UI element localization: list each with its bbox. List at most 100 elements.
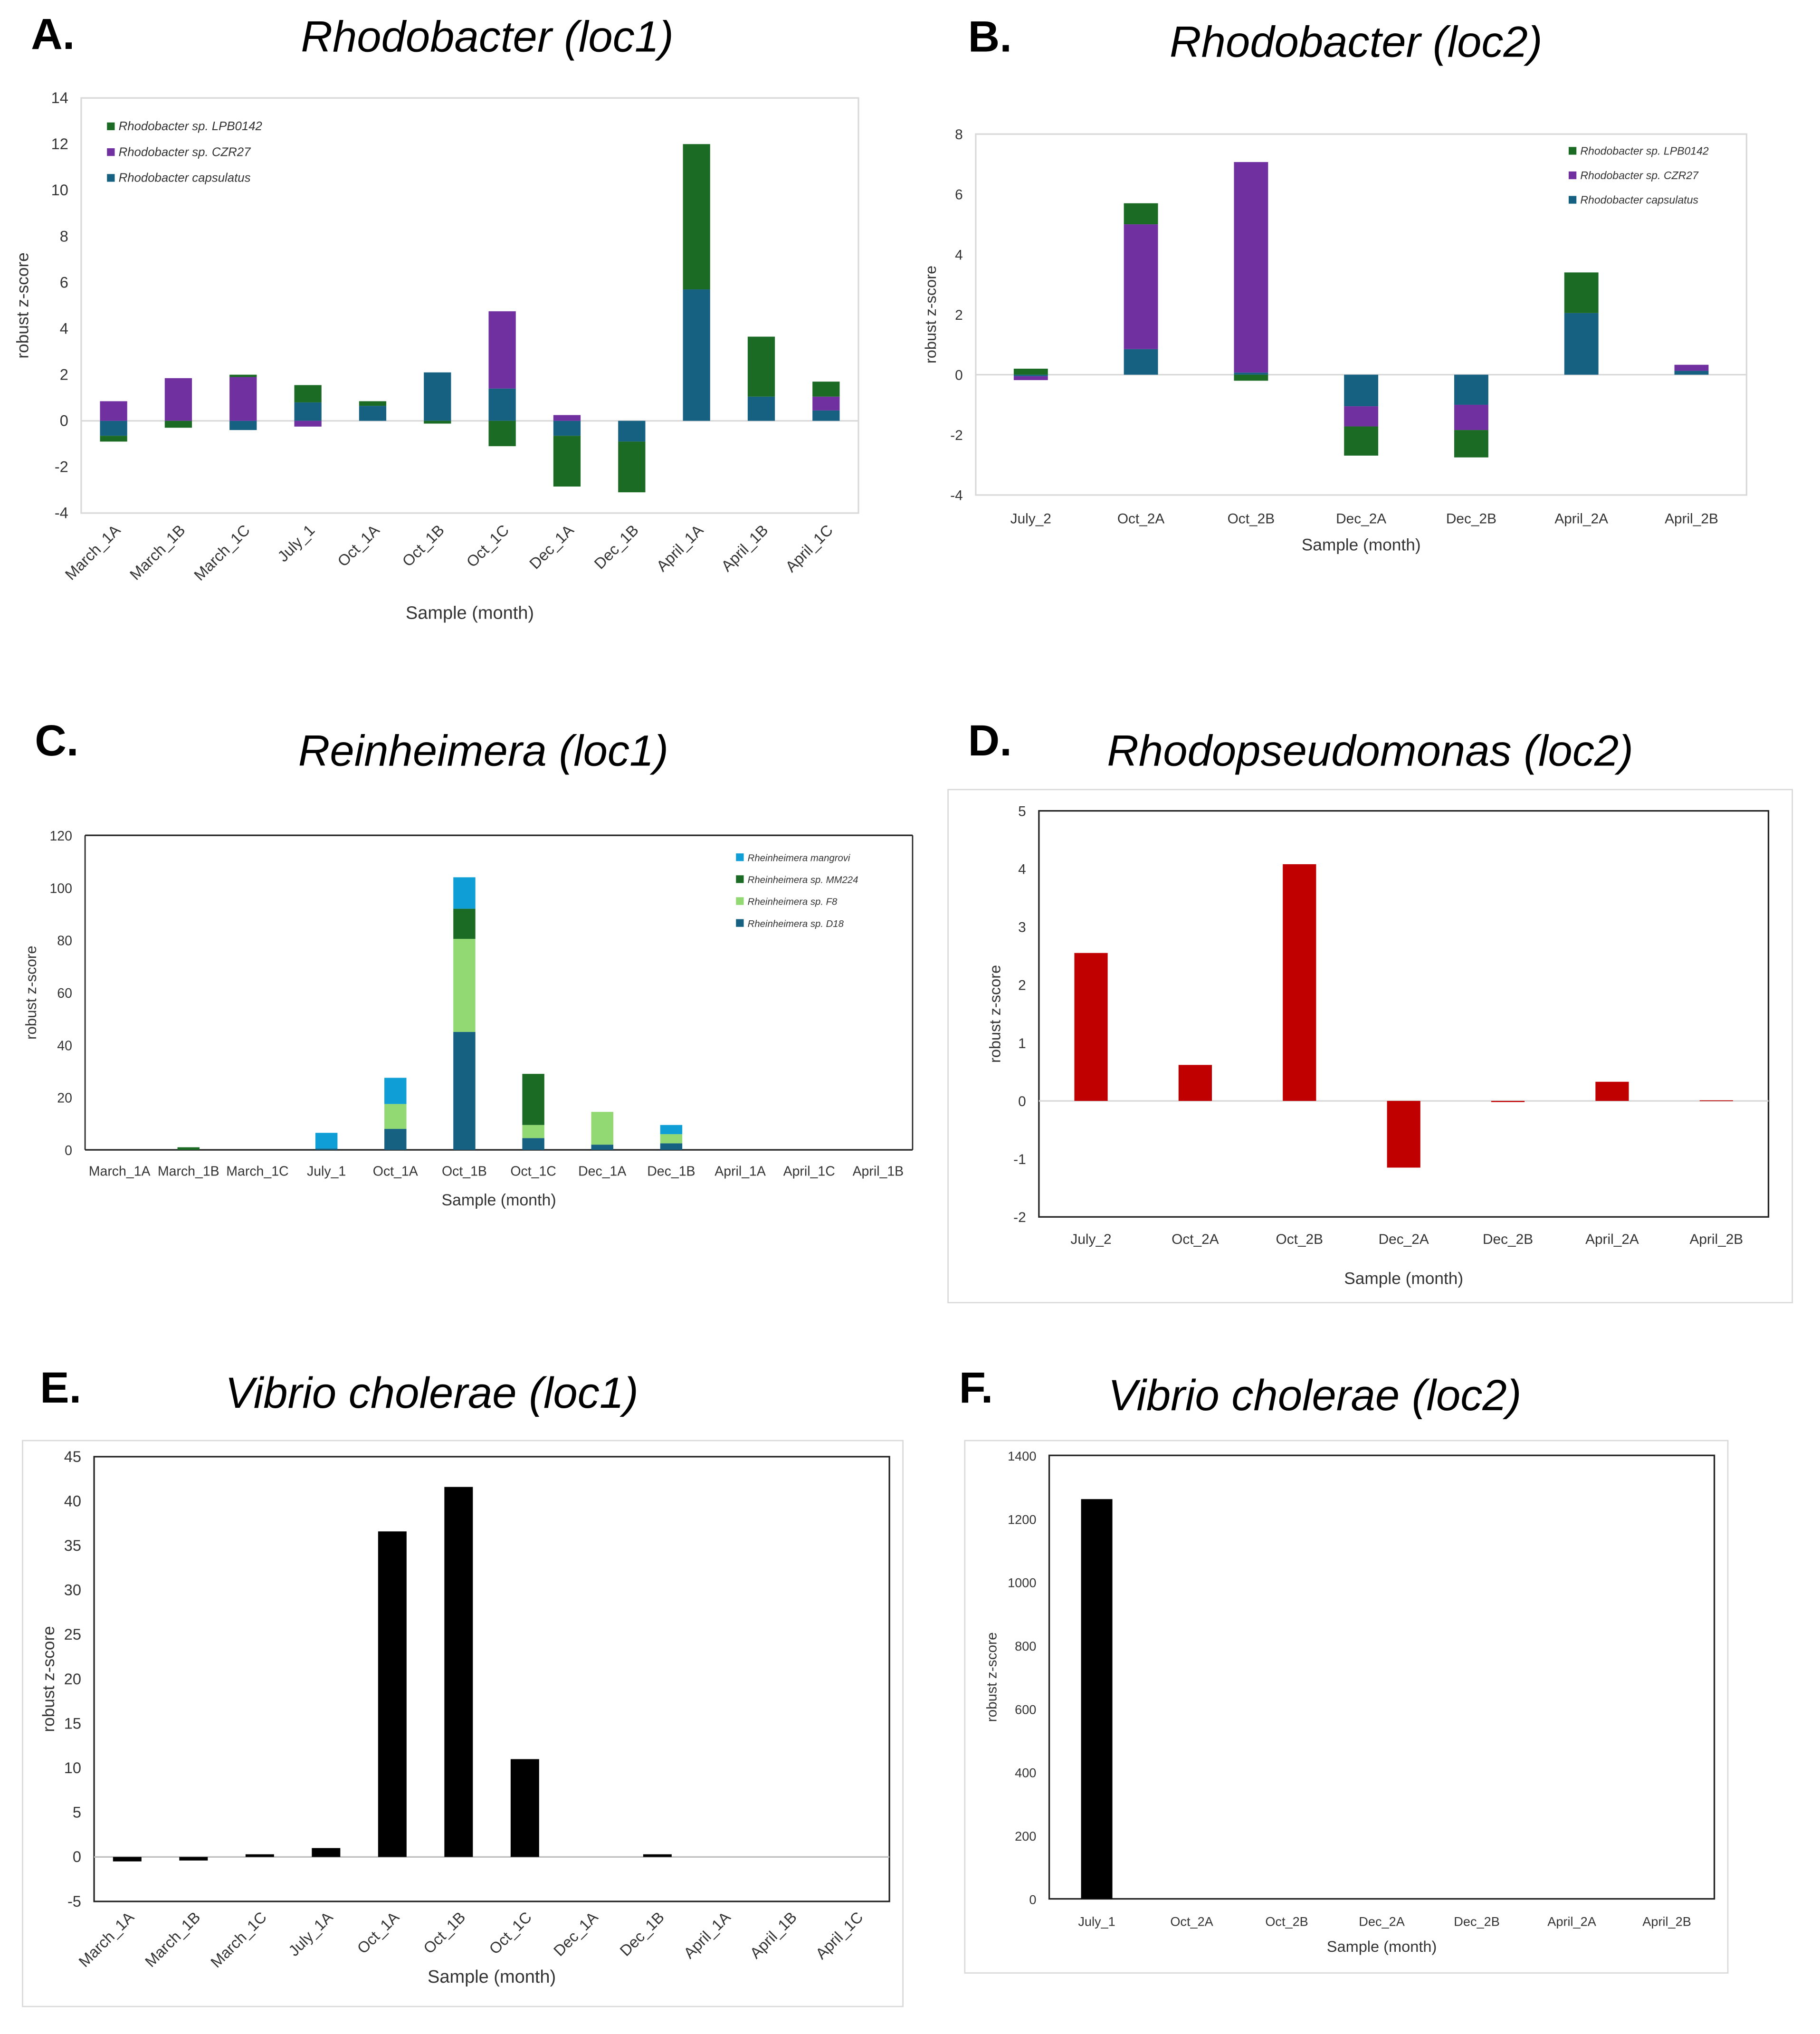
y-tick-label: 14 bbox=[51, 89, 68, 106]
y-axis-title: robust z-score bbox=[986, 965, 1003, 1063]
y-tick-label: 0 bbox=[65, 1143, 72, 1158]
bar-Dec_1A-series-0 bbox=[591, 1145, 613, 1150]
x-tick-label: April_1C bbox=[812, 1909, 867, 1963]
x-tick-label: July_1 bbox=[274, 521, 318, 565]
bar-Oct_1B-series-0 bbox=[453, 1031, 476, 1150]
legend-swatch bbox=[107, 122, 115, 131]
y-tick-label: 20 bbox=[57, 1091, 72, 1106]
x-tick-label: March_1B bbox=[126, 521, 188, 583]
y-tick-label: -4 bbox=[950, 488, 963, 504]
x-tick-label: March_1A bbox=[62, 521, 124, 583]
bar-April_1A-series-2 bbox=[683, 144, 710, 290]
panel-title-f: Vibrio cholerae (loc2) bbox=[1108, 1371, 1522, 1421]
bar-Oct_1A-series-3 bbox=[384, 1078, 407, 1104]
bar-Dec_1B-series-3 bbox=[660, 1125, 683, 1135]
x-tick-label: July_1 bbox=[307, 1164, 346, 1179]
bar-Oct_1A-series-2 bbox=[359, 401, 387, 406]
chart-c: 0 20 40 60 80 100 120 March_1A March_1B March_1C J… bbox=[23, 829, 914, 1209]
y-tick-label: 80 bbox=[57, 934, 72, 949]
y-tick-label: 0 bbox=[1018, 1094, 1026, 1109]
y-tick-label: 60 bbox=[57, 986, 72, 1001]
bar-July_1-series-3 bbox=[315, 1133, 338, 1149]
x-tick-label: Oct_2A bbox=[1170, 1914, 1213, 1929]
bar-April_2A-series-0 bbox=[1564, 313, 1599, 375]
x-tick-label: April_2A bbox=[1585, 1232, 1639, 1247]
y-tick-label: 45 bbox=[64, 1448, 81, 1465]
x-tick-label: Oct_1A bbox=[373, 1164, 418, 1179]
bar-March_1B-series-0 bbox=[179, 1857, 208, 1861]
panel-e-frame bbox=[22, 1440, 904, 2007]
y-tick-label: 2 bbox=[60, 366, 68, 383]
x-tick-label: Oct_1B bbox=[399, 521, 448, 570]
x-tick-label: Dec_2B bbox=[1446, 511, 1496, 527]
bar-Oct_2A-series-0 bbox=[1178, 1065, 1212, 1101]
y-tick-label: 5 bbox=[73, 1804, 81, 1821]
chart-d: -2 -1 0 1 2 3 4 5 July_2 Oct_2A Oct_2B Dec_2A Dec_2B… bbox=[986, 803, 1770, 1288]
legend-label: Rhodobacter sp. CZR27 bbox=[119, 145, 252, 159]
x-tick-label: April_1A bbox=[680, 1909, 734, 1962]
x-axis-title: Sample (month) bbox=[406, 603, 534, 623]
x-tick-label: April_1B bbox=[718, 521, 771, 574]
y-tick-label: 10 bbox=[51, 181, 68, 199]
x-tick-label: April_2B bbox=[1665, 511, 1718, 527]
legend-swatch bbox=[1568, 147, 1577, 155]
x-axis-title: Sample (month) bbox=[1327, 1938, 1437, 1955]
chart-a: -4 -2 0 2 4 6 8 10 12 14 March_1A March_1B March_1C J… bbox=[14, 89, 859, 623]
x-tick-label: Oct_2B bbox=[1276, 1232, 1323, 1247]
bar-Dec_1B-series-0 bbox=[660, 1143, 683, 1150]
x-tick-label: July_2 bbox=[1010, 511, 1051, 527]
bar-July_1A-series-0 bbox=[312, 1848, 341, 1857]
bar-April_1B-series-2 bbox=[747, 336, 775, 397]
legend-swatch bbox=[1568, 171, 1577, 180]
y-tick-label: -1 bbox=[1013, 1152, 1026, 1167]
x-tick-label: Oct_2A bbox=[1117, 511, 1165, 527]
x-tick-label: March_1A bbox=[76, 1909, 138, 1971]
bar-Oct_1B-series-2 bbox=[424, 420, 451, 424]
bar-March_1A-series-2 bbox=[100, 436, 127, 442]
legend: Rhodobacter sp. LPB0142 Rhodobacter sp. C… bbox=[107, 120, 262, 185]
x-tick-label: March_1A bbox=[89, 1164, 151, 1179]
panel-title-d: Rhodopseudomonas (loc2) bbox=[1107, 727, 1633, 776]
bar-March_1A-series-0 bbox=[113, 1857, 142, 1862]
bar-July_2-series-2 bbox=[1013, 368, 1048, 375]
legend-swatch bbox=[736, 897, 744, 905]
bar-Oct_1A-series-0 bbox=[359, 406, 387, 421]
y-tick-label: 8 bbox=[955, 127, 963, 143]
bar-April_2A-series-0 bbox=[1595, 1081, 1629, 1101]
legend-label: Rhodobacter capsulatus bbox=[119, 172, 251, 185]
x-tick-label: July_1 bbox=[1078, 1914, 1115, 1929]
panel-title-c: Reinheimera (loc1) bbox=[298, 727, 669, 776]
bar-Oct_1A-series-0 bbox=[384, 1129, 407, 1150]
panel-title-a: Rhodobacter (loc1) bbox=[301, 13, 674, 62]
x-tick-label: Oct_1B bbox=[420, 1909, 468, 1957]
bar-March_1A-series-0 bbox=[100, 420, 127, 436]
panel-title-b: Rhodobacter (loc2) bbox=[1170, 18, 1543, 67]
bar-Oct_2B-series-0 bbox=[1283, 864, 1316, 1101]
bar-April_2A-series-2 bbox=[1564, 272, 1599, 313]
y-tick-label: -4 bbox=[55, 505, 68, 522]
bar-Oct_2B-series-0 bbox=[1234, 372, 1268, 375]
legend-label: Rhodobacter capsulatus bbox=[1580, 194, 1698, 206]
bar-Dec_1B-series-0 bbox=[643, 1854, 672, 1857]
bar-Dec_1A-series-2 bbox=[553, 436, 581, 487]
legend-swatch bbox=[736, 875, 744, 883]
y-axis-title: robust z-score bbox=[23, 945, 39, 1040]
x-tick-label: Oct_2B bbox=[1228, 511, 1275, 527]
bar-April_1C-series-1 bbox=[812, 396, 840, 411]
x-axis-title: Sample (month) bbox=[428, 1967, 556, 1987]
x-tick-label: March_1B bbox=[158, 1164, 219, 1179]
bar-July_2-series-0 bbox=[1074, 953, 1108, 1101]
x-tick-label: Oct_1C bbox=[463, 521, 512, 570]
x-tick-label: Dec_1B bbox=[591, 521, 642, 572]
x-tick-label: Oct_2B bbox=[1265, 1914, 1308, 1929]
x-tick-label: Dec_2A bbox=[1336, 511, 1386, 527]
y-tick-label: 10 bbox=[64, 1759, 81, 1776]
bar-Dec_2A-series-0 bbox=[1344, 374, 1379, 407]
panel-title-e: Vibrio cholerae (loc1) bbox=[225, 1369, 638, 1418]
bar-March_1B-series-2 bbox=[177, 1147, 200, 1150]
x-tick-label: March_1C bbox=[191, 521, 253, 584]
y-tick-label: 20 bbox=[64, 1671, 81, 1688]
y-tick-label: 3 bbox=[1018, 920, 1026, 936]
